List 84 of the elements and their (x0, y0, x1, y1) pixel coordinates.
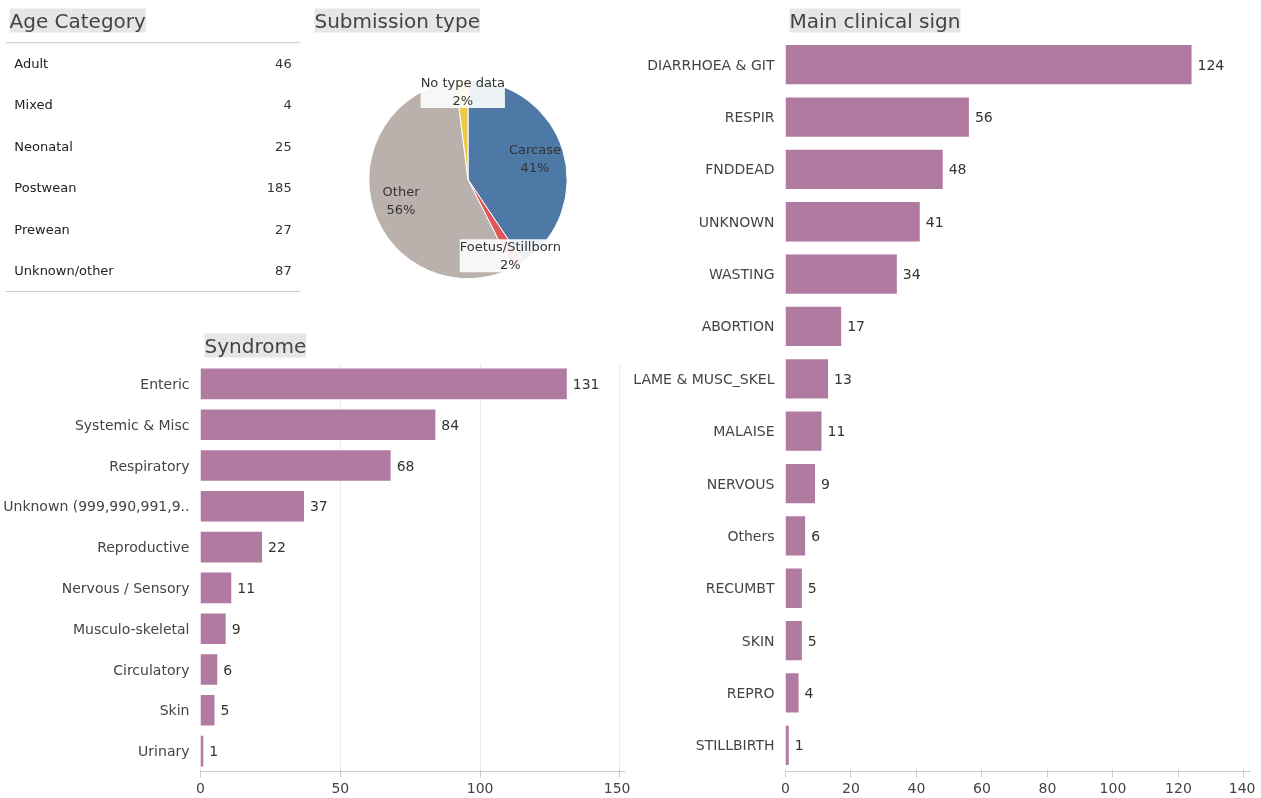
text: Age Category (9, 8, 147, 33)
data-label: 41 (925, 213, 944, 230)
y-tick-label: RESPIR (724, 109, 775, 126)
slice-label: Other (382, 184, 421, 200)
y-tick-label: Unknown (999,990,991,9.. (3, 498, 190, 515)
data-label: 5 (807, 632, 817, 649)
y-tick-label: LAME & MUSC_SKEL (633, 370, 775, 387)
data-label: 6 (811, 527, 821, 544)
x-tick-label: 50 (331, 779, 350, 796)
y-tick-label: REPRO (726, 684, 775, 701)
x-tick-label: 120 (1165, 779, 1192, 796)
data-label: 46 (275, 55, 292, 71)
category-label: Neonatal (14, 138, 73, 154)
y-tick-label: MALAISE (713, 423, 775, 440)
x-tick-label: 0 (781, 779, 790, 796)
x-tick-label: 150 (603, 779, 631, 796)
chart-title: Submission type (314, 8, 480, 33)
category-label: Mixed (14, 97, 53, 113)
data-label: 41% (520, 159, 550, 175)
y-tick-label: Musculo-skeletal (72, 620, 190, 637)
x-tick-label: 100 (1099, 779, 1127, 796)
data-label: 1 (794, 737, 804, 754)
x-tick-label: 20 (842, 779, 860, 796)
y-tick-label: NERVOUS (706, 475, 775, 492)
y-tick-label: ABORTION (701, 318, 775, 335)
y-tick-label: FNDDEAD (705, 161, 775, 178)
y-tick-label: Urinary (138, 743, 190, 760)
data-label: 2% (452, 92, 474, 108)
category-label: Postwean (14, 180, 77, 196)
data-label: 131 (572, 375, 600, 392)
data-label: 13 (834, 370, 852, 387)
data-label: 48 (948, 161, 967, 178)
x-tick-label: 0 (196, 779, 205, 796)
data-label: 5 (807, 580, 817, 597)
chart-title: Syndrome (204, 333, 307, 358)
category-label: Prewean (14, 221, 70, 237)
data-label: 1 (209, 743, 219, 760)
y-tick-label: Enteric (140, 375, 190, 392)
y-tick-label: DIARRHOEA & GIT (647, 56, 775, 73)
data-label: 25 (275, 138, 292, 154)
data-label: 2% (500, 257, 521, 273)
y-tick-label: Respiratory (109, 457, 190, 474)
y-tick-label: SKIN (741, 632, 775, 649)
x-tick-label: 40 (907, 779, 926, 796)
y-tick-label: UNKNOWN (698, 213, 775, 230)
y-tick-label: Others (727, 527, 775, 544)
y-tick-label: Nervous / Sensory (61, 579, 190, 596)
data-label: 22 (268, 539, 286, 556)
slice-label: No type data (420, 74, 505, 90)
data-label: 17 (847, 318, 865, 335)
category-label: Unknown/other (14, 263, 115, 279)
data-label: 5 (220, 702, 230, 719)
category-label: Adult (14, 55, 49, 71)
y-tick-label: Systemic & Misc (74, 416, 190, 433)
y-tick-label: WASTING (708, 266, 775, 283)
y-tick-label: Skin (159, 702, 190, 719)
slice-label: Carcase (508, 141, 561, 157)
y-tick-label: Reproductive (97, 539, 190, 556)
data-label: 4 (804, 684, 814, 701)
slice-label: Foetus/Stillborn (459, 239, 561, 255)
data-label: 9 (231, 620, 241, 637)
x-tick-label: 60 (973, 779, 991, 796)
data-label: 11 (827, 423, 846, 440)
data-label: 124 (1197, 56, 1225, 73)
x-tick-label: 80 (1038, 779, 1057, 796)
data-label: 84 (441, 416, 460, 433)
data-label: 56 (974, 109, 993, 126)
data-label: 34 (902, 266, 921, 283)
x-tick-label: 140 (1228, 779, 1256, 796)
data-label: 27 (275, 221, 292, 237)
y-tick-label: STILLBIRTH (695, 737, 775, 754)
chart-title: Main clinical sign (789, 8, 961, 33)
data-label: 4 (283, 97, 292, 113)
y-tick-label: RECUMBT (705, 580, 775, 597)
data-label: 11 (237, 579, 256, 596)
data-label: 68 (396, 457, 415, 474)
y-tick-label: Circulatory (113, 661, 190, 678)
data-label: 6 (223, 661, 233, 678)
data-label: 56% (386, 202, 416, 218)
x-tick-label: 100 (466, 779, 494, 796)
data-label: 185 (266, 180, 292, 196)
data-label: 87 (275, 263, 292, 279)
data-label: 9 (820, 475, 830, 492)
data-label: 37 (309, 498, 328, 515)
